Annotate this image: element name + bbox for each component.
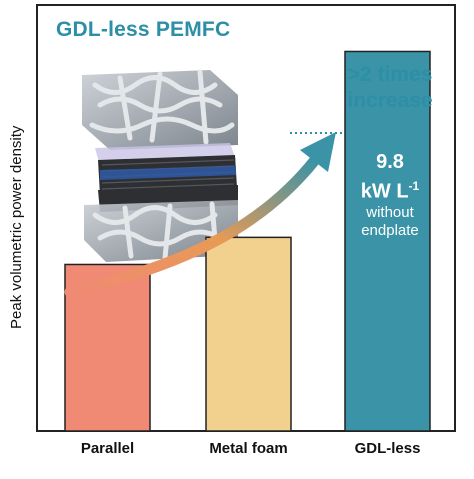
annotation-line-1: >2 times — [347, 63, 433, 86]
bar-gdl-less — [344, 50, 431, 432]
bar-unit-text: kW L — [360, 180, 409, 203]
stack-illustration — [82, 69, 238, 262]
bar-unit-superscript: -1 — [408, 179, 420, 193]
bar-note-2: endplate — [361, 221, 419, 239]
y-axis-label: Peak volumetric power density — [8, 125, 25, 329]
annotation-line-2: increase — [347, 89, 433, 112]
increase-arrow-head — [300, 132, 336, 172]
bar-value: 9.8 — [376, 151, 404, 173]
x-tick-label-parallel: Parallel — [80, 440, 135, 457]
chart-title: GDL-less PEMFC — [56, 18, 231, 41]
gdl-less-bar-label: 9.8 kW L-1 without endplate — [350, 150, 430, 240]
bar-note-1: without — [366, 203, 414, 221]
bar-metal-foam — [205, 236, 292, 432]
increase-annotation: >2 times increase — [320, 62, 460, 114]
x-tick-label-gdl-less: GDL-less — [354, 440, 421, 457]
x-tick-label-metal-foam: Metal foam — [209, 440, 288, 457]
bar-unit: kW L-1 — [350, 174, 430, 204]
increase-arrow — [64, 154, 321, 298]
